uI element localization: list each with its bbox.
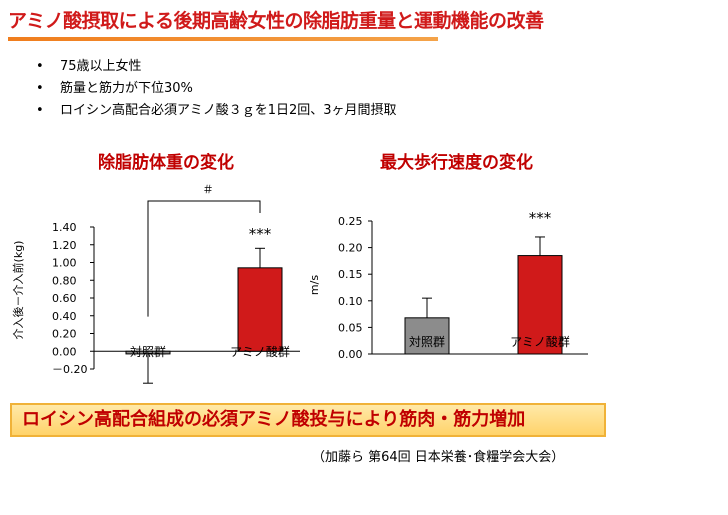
category-label: 対照群 [409, 335, 445, 349]
y-tick-label: 0.00 [52, 345, 77, 358]
y-tick-label: 0.00 [338, 348, 363, 361]
bar [517, 255, 563, 355]
source-citation: （加藤ら 第64回 日本栄養･食糧学会大会） [312, 450, 565, 465]
y-tick-label: 0.80 [52, 274, 77, 287]
y-tick-label: 1.00 [52, 257, 77, 270]
study-conditions-list: 75歳以上女性 筋量と筋力が下位30% ロイシン高配合必須アミノ酸３ｇを1日2回… [36, 56, 397, 122]
page-title: アミノ酸摂取による後期高齢女性の除脂肪重量と運動機能の改善 [8, 10, 544, 32]
conclusion-banner: ロイシン高配合組成の必須アミノ酸投与により筋肉・筋力増加 [10, 403, 606, 437]
bullet-item: 筋量と筋力が下位30% [36, 78, 397, 100]
chart-title-walking-speed: 最大歩行速度の変化 [380, 153, 533, 173]
bar [404, 317, 450, 355]
bullet-item: ロイシン高配合必須アミノ酸３ｇを1日2回、3ヶ月間摂取 [36, 100, 397, 122]
y-tick-label: 0.25 [338, 215, 363, 228]
category-label: アミノ酸群 [510, 334, 570, 349]
y-tick-label: 0.20 [338, 242, 363, 255]
title-underline [8, 37, 438, 41]
comparison-bracket [147, 200, 261, 317]
bullet-item: 75歳以上女性 [36, 56, 397, 78]
y-tick-label: 0.20 [52, 328, 77, 341]
y-axis-label: 介入後－介入前(kg) [11, 241, 25, 340]
category-label: アミノ酸群 [230, 344, 290, 359]
significance-label: *** [529, 209, 552, 227]
category-label: 対照群 [130, 345, 166, 359]
y-tick-label: 0.40 [52, 310, 77, 323]
y-tick-label: 0.15 [338, 268, 363, 281]
y-axis-label: m/s [308, 275, 321, 295]
comparison-label: ＃ [203, 183, 214, 196]
chart-title-lean-mass: 除脂肪体重の変化 [98, 153, 234, 173]
y-tick-label: 0.10 [338, 295, 363, 308]
y-tick-label: 0.05 [338, 321, 363, 334]
y-tick-label: 0.60 [52, 292, 77, 305]
significance-label: *** [249, 225, 272, 243]
y-tick-label: －0.20 [52, 363, 88, 376]
y-tick-label: 1.40 [52, 221, 77, 234]
y-tick-label: 1.20 [52, 239, 77, 252]
bar [237, 267, 283, 352]
